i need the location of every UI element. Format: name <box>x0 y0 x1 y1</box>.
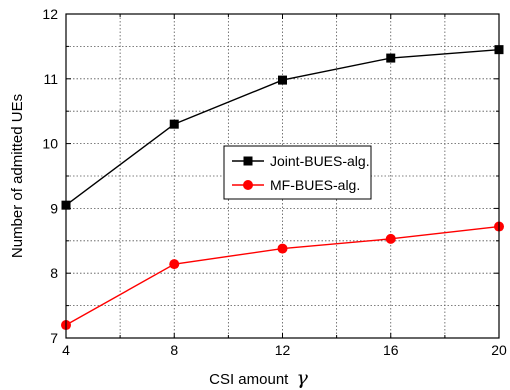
y-tick-label: 7 <box>50 330 58 346</box>
y-tick-label: 9 <box>50 200 58 216</box>
axis-ticks: 4 8 12 16 20 7 8 9 10 11 12 <box>42 6 507 358</box>
x-axis-label-text: CSI amount <box>209 371 289 388</box>
y-tick-label: 8 <box>50 265 58 281</box>
y-tick-label: 11 <box>43 71 58 87</box>
data-point <box>386 53 396 63</box>
data-point <box>278 75 287 85</box>
legend-entry: MF-BUES-alg. <box>232 177 360 193</box>
legend-label: Joint-BUES-alg. <box>270 153 370 169</box>
x-tick-label: 8 <box>170 342 178 358</box>
x-tick-label: 16 <box>383 342 399 358</box>
legend-entries: Joint-BUES-alg. MF-BUES-alg. <box>232 153 370 193</box>
x-axis-label-symbol: γ <box>297 367 309 389</box>
legend-marker <box>243 156 253 166</box>
y-axis-label: Number of admitted UEs <box>9 94 26 258</box>
legend-label: MF-BUES-alg. <box>270 177 360 193</box>
series-mf-bues-alg <box>61 221 504 331</box>
y-tick-label: 10 <box>42 136 58 152</box>
legend-marker <box>243 180 253 190</box>
y-tick-label: 12 <box>42 6 58 22</box>
data-point <box>277 243 288 254</box>
legend-entry: Joint-BUES-alg. <box>232 153 370 169</box>
x-tick-label: 12 <box>275 342 291 358</box>
x-tick-label: 20 <box>491 342 507 358</box>
legend-box <box>223 145 372 200</box>
x-tick-label: 4 <box>62 342 70 358</box>
data-point <box>169 119 179 129</box>
x-axis-label: CSI amount γ <box>209 367 308 389</box>
legend: Joint-BUES-alg. MF-BUES-alg. <box>223 145 372 200</box>
series-line <box>65 225 500 326</box>
data-point <box>385 233 396 244</box>
data-point <box>169 259 180 270</box>
